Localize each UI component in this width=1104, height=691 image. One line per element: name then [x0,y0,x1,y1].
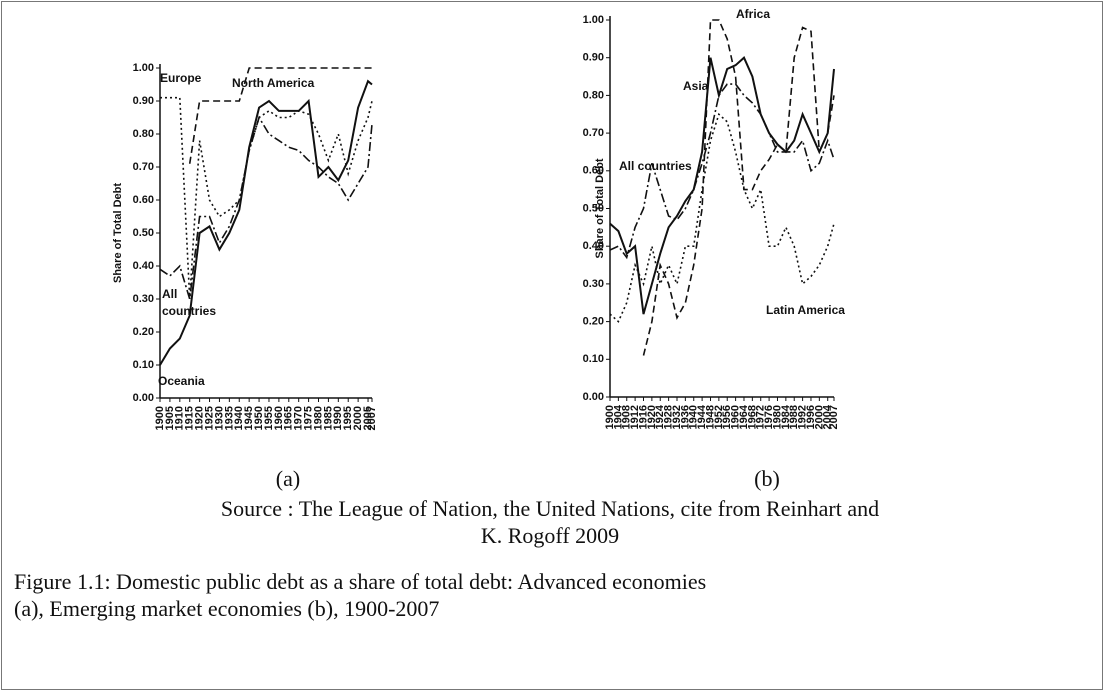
x-tick-label: 2000 [813,405,825,429]
x-tick-label: 2000 [352,406,364,430]
series-line [159,115,373,300]
x-tick-label: 1905 [164,406,176,430]
x-tick-label: 1965 [283,406,295,430]
x-tick-label: 1952 [713,405,725,429]
x-tick-label: 1984 [780,404,792,429]
panel-label: (a) [275,466,301,491]
y-tick-label: 0.70 [133,161,154,173]
x-tick-label: 1900 [154,406,166,430]
series-annotation: Europe [160,71,202,85]
x-tick-label: 1932 [671,405,683,429]
x-tick-label: 1916 [637,405,649,429]
y-axis-label: Share of Total Debt [112,183,124,283]
y-tick-label: 0.10 [133,359,154,371]
x-tick-label: 1950 [253,406,265,430]
x-tick-label: 1980 [771,405,783,429]
x-tick-label: 1900 [604,405,616,429]
series-line [609,56,835,315]
x-tick-label: 1972 [755,405,767,429]
series-annotation: North America [232,76,315,90]
x-tick-label: 1992 [797,405,809,429]
x-tick-label: 1928 [663,405,675,429]
y-tick-label: 0.70 [583,127,604,139]
series-annotation: Africa [736,7,771,21]
x-tick-label: 1996 [805,405,817,429]
y-axis-label: Share of Total Debt [594,158,606,258]
x-tick-label: 1925 [203,406,215,430]
source-line: Source : The League of Nation, the Unite… [220,496,880,521]
series-line [159,79,373,366]
y-tick-label: 0.60 [133,194,154,206]
y-tick-label: 0.10 [583,353,604,365]
y-tick-label: 0.90 [133,95,154,107]
x-tick-label: 1924 [654,404,666,429]
series-annotation: All countries [162,287,217,318]
x-tick-label: 1985 [322,406,334,430]
x-tick-label: 1940 [688,405,700,429]
series-annotation: All countries [619,159,692,173]
x-tick-label: 1944 [696,404,708,429]
x-tick-label: 1912 [629,405,641,429]
series-annotation: Oceania [158,374,205,388]
y-tick-label: 1.00 [583,14,604,26]
x-tick-label: 1904 [612,404,624,429]
x-tick-label: 2004 [822,404,834,429]
series-line [609,112,835,323]
y-tick-label: 0.30 [583,278,604,290]
y-tick-label: 0.60 [583,165,604,177]
series-line [642,19,835,356]
x-tick-label: 1908 [621,405,633,429]
x-tick-label: 1976 [763,405,775,429]
x-tick-label: 2005 [362,406,374,430]
x-tick-label: 1920 [194,406,206,430]
y-tick-label: 0.40 [133,260,154,272]
series-line [188,67,372,164]
y-tick-label: 0.90 [583,52,604,64]
x-tick-label: 1915 [184,406,196,430]
y-tick-label: 0.80 [133,128,154,140]
panel-label: (b) [754,466,780,491]
x-tick-label: 1980 [312,406,324,430]
x-tick-label: 1960 [730,405,742,429]
x-tick-label: 1968 [746,405,758,429]
caption-line: (a), Emerging market economies (b), 1900… [14,596,440,621]
x-tick-label: 1945 [243,406,255,430]
x-tick-label: 1920 [646,405,658,429]
source-line: K. Rogoff 2009 [480,523,620,548]
y-tick-label: 0.00 [583,391,604,403]
x-tick-label: 1964 [738,404,750,429]
x-tick-label: 1988 [788,405,800,429]
x-tick-label: 1940 [233,406,245,430]
x-tick-label: 1995 [342,406,354,430]
x-tick-label: 1936 [679,405,691,429]
x-tick-label: 1970 [293,406,305,430]
series-line [609,83,835,260]
y-tick-label: 0.20 [133,326,154,338]
x-tick-label: 1910 [174,406,186,430]
y-tick-label: 0.50 [133,227,154,239]
y-tick-label: 0.00 [133,392,154,404]
y-tick-label: 0.50 [583,202,604,214]
x-tick-label: 1975 [303,406,315,430]
x-tick-label: 1935 [223,406,235,430]
y-tick-label: 0.20 [583,316,604,328]
caption-line: Figure 1.1: Domestic public debt as a sh… [14,569,707,594]
y-tick-label: 0.80 [583,89,604,101]
x-tick-label: 1990 [332,406,344,430]
x-tick-label: 1956 [721,405,733,429]
x-tick-label: 1930 [213,406,225,430]
y-tick-label: 1.00 [133,62,154,74]
x-tick-label: 1948 [704,405,716,429]
x-tick-label: 1955 [263,406,275,430]
y-tick-label: 0.40 [583,240,604,252]
x-tick-label: 2007 [366,406,378,430]
x-tick-label: 2007 [828,405,840,429]
x-tick-label: 1960 [273,406,285,430]
series-annotation: Asia [683,79,709,93]
y-tick-label: 0.30 [133,293,154,305]
series-annotation: Latin America [766,303,845,317]
